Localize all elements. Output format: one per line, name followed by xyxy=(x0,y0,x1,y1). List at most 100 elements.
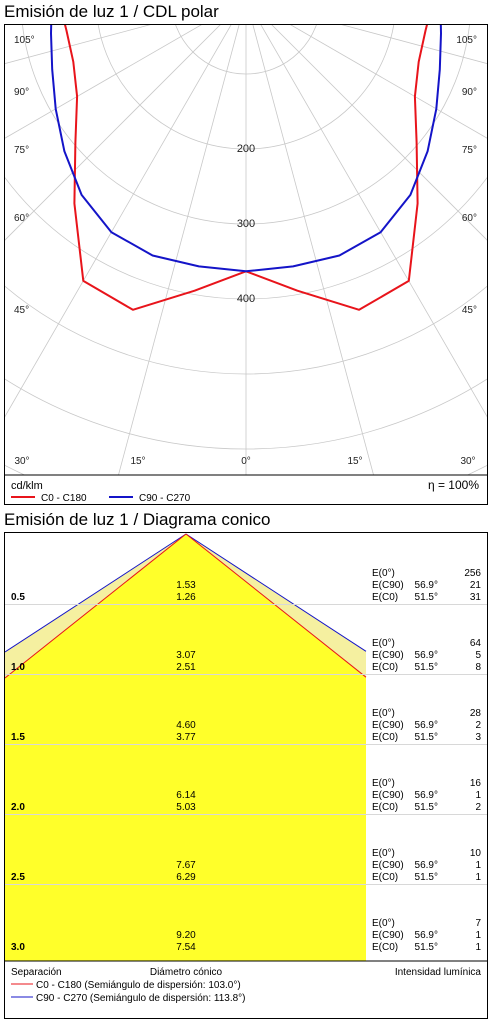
polar-grid-spoke xyxy=(290,25,487,139)
diameter-c90-value: 4.60 xyxy=(176,720,196,731)
separation-label: 2.0 xyxy=(11,802,25,813)
ec90-angle: 56.9° xyxy=(415,930,438,941)
separation-label: 1.0 xyxy=(11,662,25,673)
ec90-label: E(C90) xyxy=(372,860,404,871)
ec90-value: 1 xyxy=(475,790,481,801)
cone-c90-edge-left xyxy=(5,533,187,653)
ec90-angle: 56.9° xyxy=(415,720,438,731)
unit-label: cd/klm xyxy=(11,480,43,492)
ec0-value: 31 xyxy=(470,592,482,603)
angle-label-left: 75° xyxy=(14,145,29,156)
cone-legend-c0-label: C0 - C180 (Semiángulo de dispersión: 103… xyxy=(36,980,241,991)
polar-grid-spoke xyxy=(5,25,151,64)
e0-value: 10 xyxy=(470,848,482,859)
e0-value: 7 xyxy=(475,918,481,929)
series-c90-c270-curve xyxy=(50,25,442,273)
cone-c0-edge-right xyxy=(185,533,367,678)
legend-c90-c270-label: C90 - C270 xyxy=(139,493,191,504)
ec0-label: E(C0) xyxy=(372,662,398,673)
e0-label: E(0°) xyxy=(372,918,395,929)
ec0-value: 8 xyxy=(475,662,481,673)
ec0-value: 1 xyxy=(475,872,481,883)
legend-c0-c180-label: C0 - C180 xyxy=(41,493,87,504)
polar-grid-spoke xyxy=(5,25,232,418)
angle-label-right: 105° xyxy=(456,35,477,46)
diameter-c90-value: 6.14 xyxy=(176,790,196,801)
ec90-value: 2 xyxy=(475,720,481,731)
separation-label: 3.0 xyxy=(11,942,25,953)
e0-value: 64 xyxy=(470,638,482,649)
polar-grid-spoke xyxy=(118,25,240,475)
ec0-label: E(C0) xyxy=(372,732,398,743)
separation-label: 0.5 xyxy=(11,592,25,603)
separation-label: 1.5 xyxy=(11,732,25,743)
e0-value: 28 xyxy=(470,708,482,719)
angle-label-bottom: 30° xyxy=(14,456,29,467)
angle-label-right: 45° xyxy=(462,305,477,316)
ec90-label: E(C90) xyxy=(372,650,404,661)
ec90-angle: 56.9° xyxy=(415,580,438,591)
angle-label-left: 45° xyxy=(14,305,29,316)
angle-label-left: 60° xyxy=(14,213,29,224)
angle-label-right: 75° xyxy=(462,145,477,156)
polar-grid-spoke xyxy=(5,25,221,241)
separation-label: 2.5 xyxy=(11,872,25,883)
diameter-c0-value: 1.26 xyxy=(176,592,196,603)
cone-diagram-title: Emisión de luz 1 / Diagrama conico xyxy=(4,510,271,529)
footer-separation-label: Separación xyxy=(11,967,62,978)
cone-c0-edge-left xyxy=(5,533,187,679)
radial-tick-label: 400 xyxy=(237,293,255,305)
ec90-label: E(C90) xyxy=(372,580,404,591)
e0-value: 256 xyxy=(464,568,481,579)
ec90-label: E(C90) xyxy=(372,720,404,731)
ec90-value: 5 xyxy=(475,650,481,661)
ec0-label: E(C0) xyxy=(372,592,398,603)
polar-grid-spoke xyxy=(341,25,487,64)
ec0-value: 1 xyxy=(475,942,481,953)
ec90-angle: 56.9° xyxy=(415,790,438,801)
diameter-c90-value: 7.67 xyxy=(176,860,196,871)
ec0-angle: 51.5° xyxy=(415,802,438,813)
angle-label-bottom: 15° xyxy=(130,456,145,467)
e0-label: E(0°) xyxy=(372,638,395,649)
angle-label-bottom: 15° xyxy=(347,456,362,467)
angle-label-left: 90° xyxy=(14,87,29,98)
diameter-c90-value: 9.20 xyxy=(176,930,196,941)
polar-grid-spoke xyxy=(5,25,202,139)
diameter-c90-value: 1.53 xyxy=(176,580,196,591)
polar-chart-panel: 200 300 400 105° 90° 75° 60° 45° 105° 90° 75° 60° 45… xyxy=(4,24,488,505)
ec0-angle: 51.5° xyxy=(415,662,438,673)
ec90-value: 1 xyxy=(475,930,481,941)
polar-chart: 200 300 400 105° 90° 75° 60° 45° 105° 90° 75° 60° 45… xyxy=(5,25,487,504)
diameter-c0-value: 2.51 xyxy=(176,662,196,673)
e0-label: E(0°) xyxy=(372,568,395,579)
cone-c90-edge-right xyxy=(185,533,367,652)
ec90-angle: 56.9° xyxy=(415,860,438,871)
e0-label: E(0°) xyxy=(372,778,395,789)
footer-diameter-label: Diámetro cónico xyxy=(150,967,223,978)
angle-label-right: 90° xyxy=(462,87,477,98)
ec0-label: E(C0) xyxy=(372,802,398,813)
diameter-c90-value: 3.07 xyxy=(176,650,196,661)
cone-diagram-panel: 0.5 1.53 1.26 E(0°) 256 E(C90) 56.9° 21 E(C0) 51.… xyxy=(4,532,488,1019)
diameter-c0-value: 5.03 xyxy=(176,802,196,813)
polar-chart-title: Emisión de luz 1 / CDL polar xyxy=(4,2,219,21)
angle-label-bottom: 0° xyxy=(241,456,251,467)
angle-label-bottom: 30° xyxy=(460,456,475,467)
radial-tick-label: 300 xyxy=(237,218,255,230)
e0-label: E(0°) xyxy=(372,848,395,859)
cone-legend-c90-label: C90 - C270 (Semiángulo de dispersión: 11… xyxy=(36,993,246,1004)
ec0-angle: 51.5° xyxy=(415,942,438,953)
e0-value: 16 xyxy=(470,778,482,789)
ec0-label: E(C0) xyxy=(372,942,398,953)
e0-label: E(0°) xyxy=(372,708,395,719)
ec90-angle: 56.9° xyxy=(415,650,438,661)
radial-tick-label: 200 xyxy=(237,143,255,155)
ec0-angle: 51.5° xyxy=(415,732,438,743)
angle-label-left: 105° xyxy=(14,35,35,46)
ec90-value: 21 xyxy=(470,580,482,591)
ec90-label: E(C90) xyxy=(372,790,404,801)
angle-label-right: 60° xyxy=(462,213,477,224)
ec0-angle: 51.5° xyxy=(415,872,438,883)
